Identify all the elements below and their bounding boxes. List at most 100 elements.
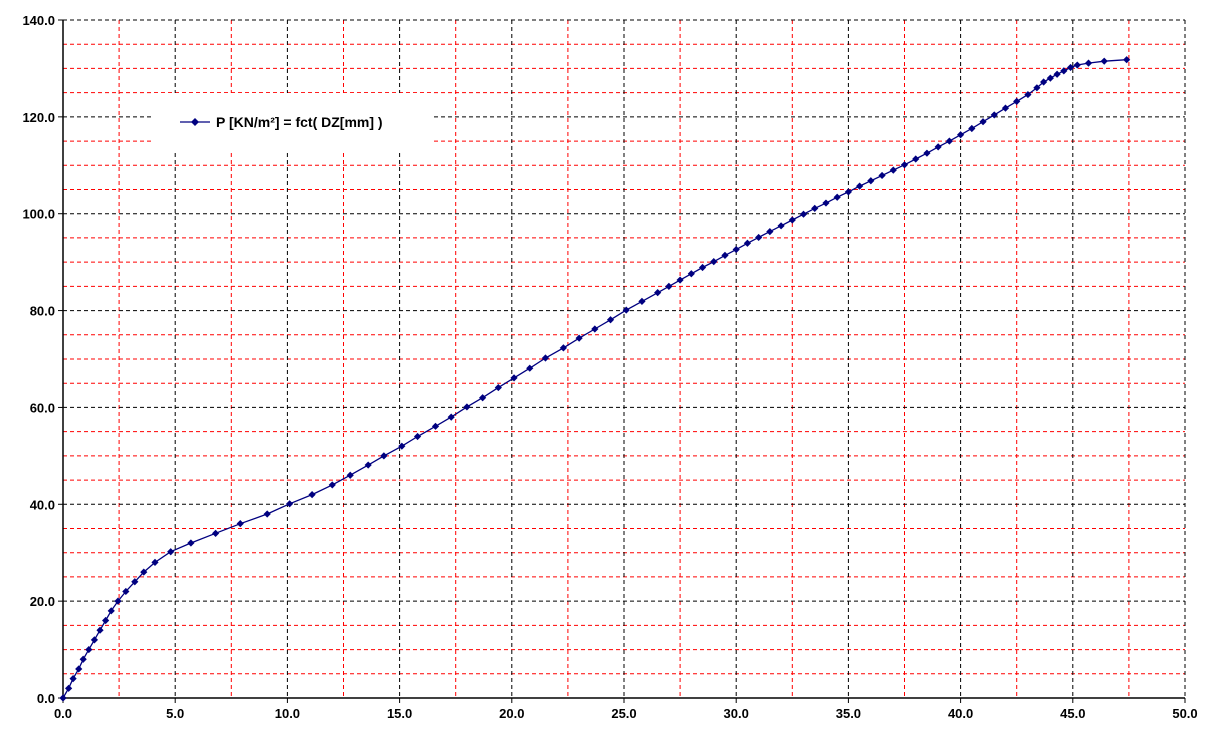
data-point-marker	[559, 344, 568, 352]
data-point-marker	[945, 137, 953, 145]
data-point-marker	[479, 394, 487, 402]
data-point-marker	[710, 258, 718, 266]
data-point-marker	[447, 413, 455, 421]
data-point-marker	[1001, 104, 1010, 112]
x-tick-label: 30.0	[724, 706, 749, 721]
data-point-marker	[1073, 61, 1081, 69]
data-point-marker	[912, 155, 920, 163]
data-point-marker	[654, 289, 662, 297]
data-point-marker	[934, 143, 942, 151]
data-point-marker	[923, 149, 931, 157]
x-tick-label: 40.0	[948, 706, 973, 721]
data-point-marker	[622, 306, 630, 314]
data-point-marker	[957, 131, 965, 139]
data-point-marker	[979, 118, 987, 126]
data-point-marker	[85, 645, 93, 654]
data-point-marker	[107, 607, 115, 615]
data-point-marker	[510, 374, 518, 382]
data-point-marker	[1033, 84, 1041, 92]
data-point-marker	[676, 276, 684, 284]
data-point-marker	[75, 665, 83, 673]
x-tick-label: 25.0	[611, 706, 636, 721]
x-tick-label: 5.0	[166, 706, 184, 721]
y-tick-label: 120.0	[22, 110, 55, 125]
data-point-marker	[900, 161, 909, 169]
data-point-marker	[1060, 67, 1068, 75]
data-point-marker	[494, 383, 502, 392]
data-point-marker	[59, 694, 67, 702]
data-point-marker	[591, 325, 599, 333]
data-point-marker	[346, 471, 354, 479]
x-tick-label: 10.0	[275, 706, 300, 721]
data-point-marker	[526, 364, 534, 372]
data-point-marker	[755, 233, 763, 242]
x-tick-label: 45.0	[1060, 706, 1085, 721]
data-point-marker	[96, 626, 104, 634]
data-point-marker	[102, 616, 110, 625]
data-point-marker	[575, 334, 583, 342]
data-point-marker	[463, 403, 471, 411]
data-point-marker	[140, 568, 148, 576]
data-point-marker	[822, 199, 830, 207]
data-point-marker	[833, 193, 841, 201]
legend: P [KN/m²] = fct( DZ[mm] )	[152, 93, 432, 151]
x-tick-label: 35.0	[836, 706, 861, 721]
x-tick-label: 15.0	[387, 706, 412, 721]
data-point-marker	[211, 529, 220, 537]
data-point-marker	[380, 452, 388, 460]
data-point-marker	[65, 684, 73, 692]
data-point-marker	[743, 239, 752, 247]
x-tick-label: 50.0	[1172, 706, 1197, 721]
data-point-marker	[114, 597, 122, 605]
y-tick-label: 40.0	[30, 497, 55, 512]
data-point-marker	[698, 263, 707, 272]
data-point-marker	[236, 520, 244, 528]
data-point-marker	[1024, 90, 1032, 99]
data-point-marker	[606, 316, 615, 324]
legend-label: P [KN/m²] = fct( DZ[mm] )	[216, 114, 383, 130]
data-point-marker	[1100, 57, 1108, 65]
series-layer	[59, 56, 1131, 702]
y-tick-label: 0.0	[37, 691, 55, 706]
y-tick-label: 60.0	[30, 400, 55, 415]
data-point-marker	[811, 204, 819, 212]
data-point-marker	[777, 222, 785, 230]
y-tick-label: 100.0	[22, 207, 55, 222]
data-point-marker	[90, 636, 99, 644]
y-axis-tick-labels: 0.0 20.0 40.0 60.0 80.0 100.0 120.0 140.0	[22, 13, 63, 706]
data-point-marker	[328, 481, 336, 489]
data-point-marker	[665, 282, 673, 290]
data-point-marker	[1046, 74, 1054, 82]
data-point-marker	[1040, 78, 1048, 86]
data-point-marker	[263, 510, 271, 518]
data-point-marker	[638, 297, 646, 305]
data-point-marker	[990, 111, 998, 119]
data-point-marker	[413, 432, 422, 441]
data-point-marker	[541, 354, 550, 362]
x-tick-label: 20.0	[499, 706, 524, 721]
data-point-marker	[1123, 56, 1131, 64]
data-point-marker	[878, 171, 886, 180]
data-point-marker	[364, 461, 372, 469]
x-axis-tick-labels: 0.0 5.0 10.0 15.0 20.0 25.0 30.0 35.0 40.0 45.0 50…	[54, 698, 1198, 721]
data-point-marker	[286, 500, 294, 508]
data-point-marker	[69, 675, 77, 683]
major-gridlines	[63, 19, 1186, 698]
legend-marker	[191, 118, 199, 126]
data-point-marker	[687, 270, 695, 278]
data-point-marker	[431, 422, 440, 430]
y-tick-label: 20.0	[30, 594, 55, 609]
y-tick-label: 80.0	[30, 304, 55, 319]
data-point-marker	[1013, 97, 1021, 105]
data-point-marker	[308, 491, 316, 499]
data-point-marker	[151, 558, 159, 566]
data-point-marker	[1066, 63, 1075, 72]
data-point-marker	[167, 548, 175, 556]
data-point-marker	[844, 188, 852, 196]
data-point-marker	[122, 587, 130, 596]
data-point-marker	[732, 245, 740, 254]
data-point-marker	[856, 182, 864, 190]
data-point-marker	[721, 251, 729, 259]
data-point-marker	[131, 578, 139, 586]
data-point-marker	[1053, 70, 1061, 78]
